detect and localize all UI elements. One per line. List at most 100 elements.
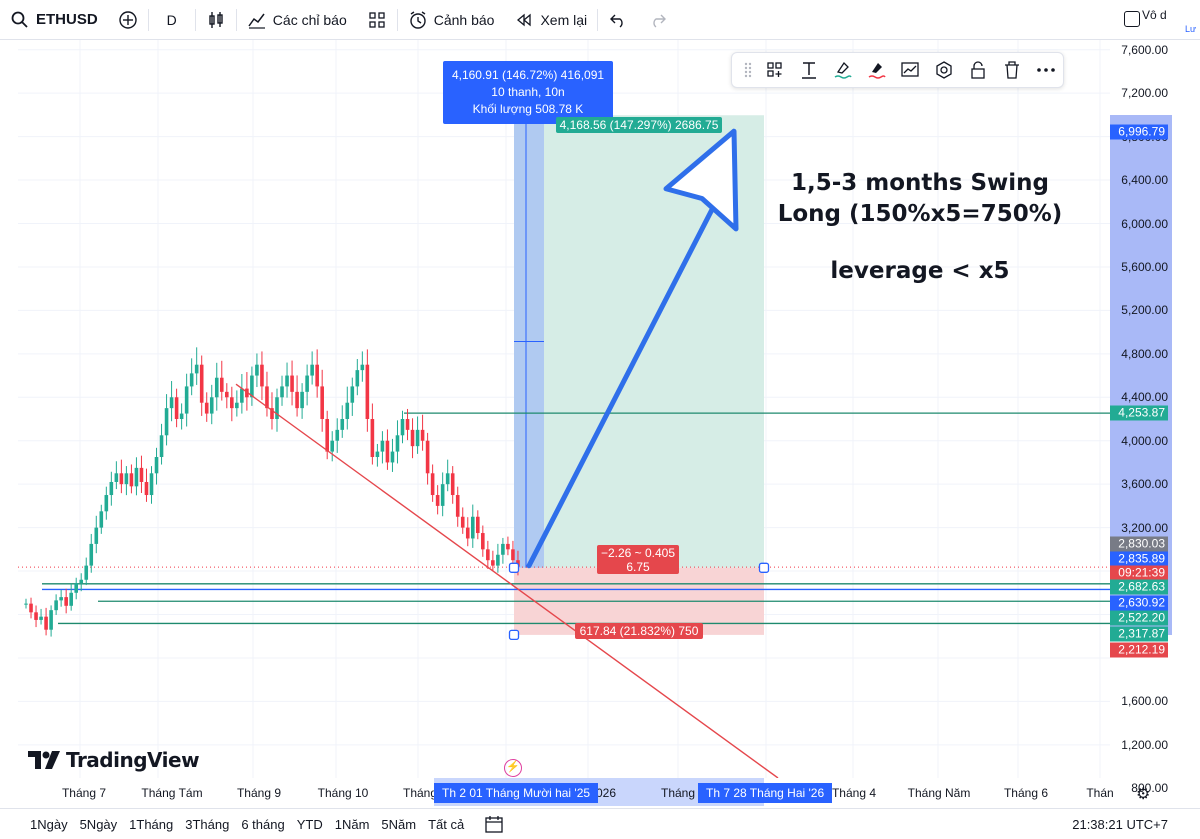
candle-body: [375, 451, 380, 458]
account-sub-label: Lư: [1184, 24, 1196, 34]
visual-order-icon[interactable]: [927, 53, 961, 87]
candle-body: [390, 451, 395, 463]
candle-body: [310, 364, 314, 376]
candle-body: [159, 435, 164, 458]
date-range-button[interactable]: 1Ngày: [30, 816, 68, 832]
undo-button[interactable]: [598, 0, 638, 40]
add-compare-button[interactable]: [108, 0, 148, 40]
symbol-name: ETHUSD: [36, 11, 98, 28]
time-start-tag: Th 2 01 Tháng Mười hai '25: [434, 783, 599, 803]
candle-body: [285, 375, 289, 387]
candle-body: [114, 473, 119, 482]
time-axis-label: Tháng: [660, 786, 696, 800]
candle-body: [184, 386, 189, 414]
annotation-line-2: Long (150%x5=750%): [777, 201, 1063, 227]
toolbar-divider: [396, 8, 398, 31]
interval-label: D: [166, 11, 177, 28]
date-range-button[interactable]: 1Năm: [334, 816, 370, 832]
toolbar-divider: [147, 8, 149, 31]
date-range-button[interactable]: YTD: [296, 816, 323, 832]
price-axis-label: 5,600.00: [1121, 259, 1168, 274]
goto-date-icon[interactable]: [484, 814, 504, 834]
more-icon[interactable]: [1029, 53, 1063, 87]
candle-body: [445, 473, 450, 485]
arrow-head: [663, 128, 739, 232]
price-axis-label: 7,600.00: [1121, 42, 1168, 57]
templates-icon[interactable]: [758, 53, 792, 87]
add-compare-icon: [118, 10, 137, 29]
price-axis-label: 7,200.00: [1121, 86, 1168, 101]
price-axis-label: 4,400.00: [1121, 390, 1168, 405]
candle-body: [295, 391, 299, 409]
candle-body: [189, 373, 194, 387]
search-icon: [11, 11, 28, 28]
price-axis-label: 4,000.00: [1121, 433, 1168, 448]
annotation-text[interactable]: 1,5-3 months Swing Long (150%x5=750%): [760, 168, 1080, 230]
candle-body: [24, 603, 28, 605]
date-range-button[interactable]: Tất cả: [428, 816, 465, 832]
price-axis-tag: 09:21:39: [1110, 565, 1168, 581]
candle-body: [139, 467, 144, 482]
candle-body: [465, 527, 470, 539]
tradingview-logo-icon: [28, 751, 60, 769]
candle-body: [400, 419, 405, 436]
candle-body: [410, 429, 415, 447]
candle-body: [219, 377, 224, 392]
time-axis-label: Tháng 7: [61, 786, 107, 800]
date-range-button[interactable]: 6 tháng: [241, 816, 285, 832]
candle-body: [69, 592, 73, 606]
lightning-icon[interactable]: ⚡: [504, 759, 522, 777]
interval-button[interactable]: D: [149, 0, 195, 40]
date-range-button[interactable]: 5Ngày: [79, 816, 118, 832]
line-color-icon[interactable]: [826, 53, 860, 87]
chart-pane[interactable]: [18, 40, 1110, 778]
account-label[interactable]: Vô d: [1142, 8, 1167, 22]
drag-handle-icon[interactable]: [738, 53, 758, 87]
indicators-button[interactable]: Các chỉ báo: [237, 0, 357, 40]
fullscreen-icon[interactable]: [1124, 11, 1140, 27]
candle-body: [64, 597, 68, 606]
candle-body: [300, 391, 304, 409]
toolbar-divider: [194, 8, 196, 31]
alerts-button[interactable]: Cảnh báo: [398, 0, 505, 40]
layouts-button[interactable]: [357, 0, 397, 40]
candle-body: [481, 533, 485, 550]
annotation-leverage[interactable]: leverage < x5: [830, 258, 1010, 284]
redo-button[interactable]: [638, 0, 678, 40]
chart-canvas[interactable]: [18, 40, 1110, 778]
chart-style-button[interactable]: [196, 0, 236, 40]
settings-gear-icon[interactable]: ⚙: [1136, 786, 1151, 803]
candle-body: [496, 554, 500, 566]
candle-body: [340, 419, 345, 430]
time-axis[interactable]: Tháng 7 Tháng Tám Tháng 9 Tháng 10 Tháng 026 T…: [18, 778, 1114, 808]
candle-body: [174, 397, 179, 419]
clock-timezone[interactable]: 21:38:21 UTC+7: [1072, 817, 1168, 832]
candle-body: [144, 481, 149, 496]
lock-icon[interactable]: [961, 53, 995, 87]
date-range-button[interactable]: 1Tháng: [129, 816, 174, 832]
price-axis-label: 1,600.00: [1121, 694, 1168, 709]
settings-chart-icon[interactable]: [894, 53, 928, 87]
trash-icon[interactable]: [995, 53, 1029, 87]
candle-body: [124, 473, 129, 485]
replay-icon: [517, 13, 532, 26]
candle-body: [225, 391, 229, 398]
date-range-button[interactable]: 5Năm: [381, 816, 417, 832]
price-axis[interactable]: 7,600.007,200.006,800.006,400.006,000.00…: [1110, 40, 1172, 795]
candle-body: [194, 364, 199, 374]
symbol-search[interactable]: ETHUSD: [0, 0, 108, 40]
price-axis-tag: 2,317.87: [1110, 626, 1168, 642]
time-axis-label: Tháng 4: [831, 786, 877, 800]
time-end-tag: Th 7 28 Tháng Hai '26: [698, 783, 833, 803]
price-axis-tag: 2,835.89: [1110, 551, 1168, 567]
time-axis-label: Tháng Năm: [907, 786, 971, 800]
target-label: 4,168.56 (147.297%) 2686.75: [556, 117, 722, 133]
candle-body: [501, 543, 505, 555]
candle-body: [260, 364, 264, 387]
replay-button[interactable]: Xem lại: [504, 0, 597, 40]
text-icon[interactable]: [792, 53, 826, 87]
date-range-button[interactable]: 3Tháng: [185, 816, 230, 832]
candle-body: [230, 397, 234, 409]
fill-color-icon[interactable]: [860, 53, 894, 87]
